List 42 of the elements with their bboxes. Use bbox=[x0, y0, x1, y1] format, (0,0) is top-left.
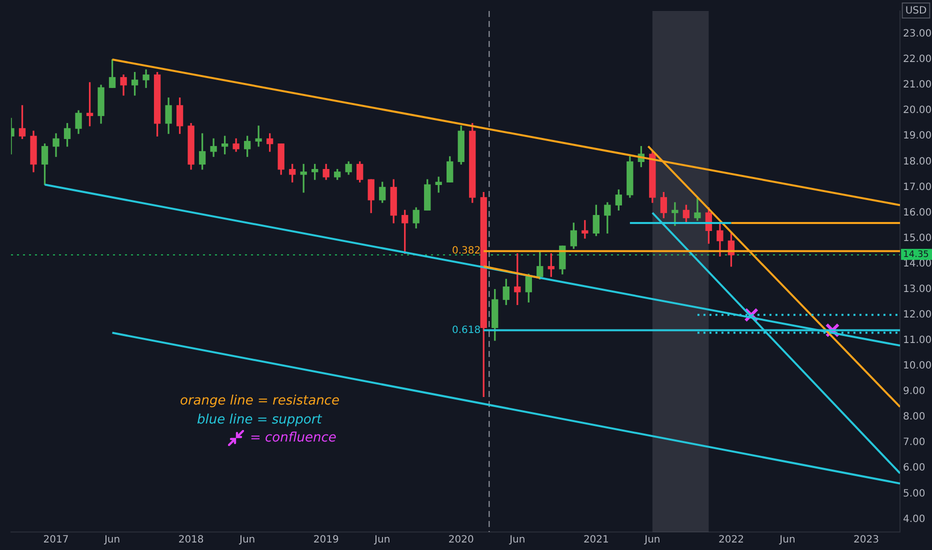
y-tick-label: 11.00 bbox=[903, 335, 932, 346]
x-tick-label: Jun bbox=[778, 534, 796, 546]
y-tick-label: 10.00 bbox=[903, 360, 932, 372]
candlestick bbox=[255, 126, 262, 147]
y-tick-label: 22.00 bbox=[903, 54, 932, 66]
y-tick-label: 20.00 bbox=[903, 105, 932, 116]
annotation: 0.618 bbox=[452, 324, 481, 336]
annotation: = confluence bbox=[250, 430, 336, 446]
y-tick-label: 13.00 bbox=[903, 284, 932, 295]
annotation: orange line = resistance bbox=[180, 393, 340, 408]
x-tick-label: 2019 bbox=[313, 534, 339, 546]
x-tick-label: 2017 bbox=[43, 534, 69, 546]
y-tick-label: 18.00 bbox=[903, 156, 932, 168]
y-tick-label: 8.00 bbox=[903, 412, 926, 423]
x-tick-label: 2023 bbox=[854, 534, 879, 546]
x-tick-label: 2022 bbox=[718, 534, 744, 546]
y-tick-label: 15.00 bbox=[903, 232, 932, 244]
y-tick-label: 5.00 bbox=[903, 488, 926, 500]
x-tick-label: Jun bbox=[508, 534, 526, 546]
x-tick-label: Jun bbox=[103, 534, 120, 546]
y-tick-label: 19.00 bbox=[903, 130, 932, 142]
y-tick-label: 6.00 bbox=[903, 462, 926, 474]
x-tick-label: 2021 bbox=[583, 534, 609, 546]
y-axis-title: USD bbox=[905, 6, 927, 17]
x-tick-label: Jun bbox=[644, 534, 660, 546]
y-tick-label: 4.00 bbox=[903, 514, 926, 525]
y-tick-label: 14.00 bbox=[903, 258, 932, 270]
y-tick-label: 12.00 bbox=[903, 310, 932, 321]
annotation: blue line = support bbox=[197, 412, 323, 428]
x-tick-label: Jun bbox=[238, 534, 256, 546]
x-tick-label: Jun bbox=[374, 534, 390, 546]
y-tick-label: 23.00 bbox=[903, 28, 932, 40]
y-tick-label: 16.00 bbox=[903, 207, 932, 218]
candlestick bbox=[672, 202, 678, 226]
y-tick-label: 9.00 bbox=[903, 386, 926, 398]
annotation: 0.382 bbox=[452, 246, 481, 257]
x-tick-label: 2018 bbox=[178, 534, 204, 546]
y-tick-label: 7.00 bbox=[903, 437, 926, 448]
y-tick-label: 21.00 bbox=[903, 80, 932, 91]
x-tick-label: 2020 bbox=[448, 534, 474, 546]
ref-line-label: 14.35 bbox=[903, 250, 929, 260]
y-tick-label: 17.00 bbox=[903, 182, 932, 193]
